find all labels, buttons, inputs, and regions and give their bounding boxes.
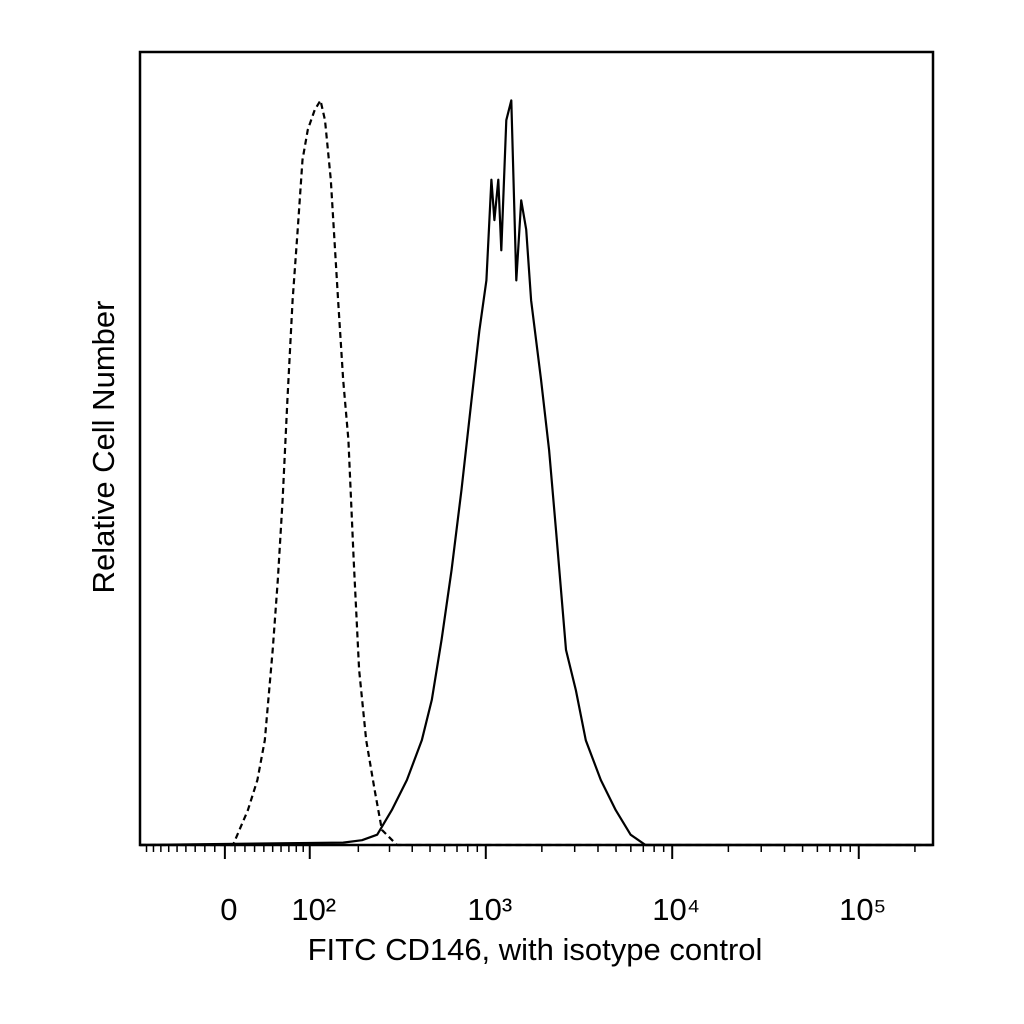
- histogram-line: [139, 99, 933, 847]
- x-tick-label: 10³: [467, 892, 512, 927]
- plot-frame: [138, 50, 935, 847]
- x-tick-label: 0: [220, 892, 237, 927]
- x-tick-label: 10⁴: [652, 892, 700, 927]
- histogram-line: [140, 99, 933, 847]
- x-axis-label: FITC CD146, with isotype control: [308, 932, 763, 967]
- x-tick-label: 10²: [291, 892, 336, 927]
- y-axis-label: Relative Cell Number: [86, 301, 121, 594]
- x-tick-label: 10⁵: [839, 892, 886, 927]
